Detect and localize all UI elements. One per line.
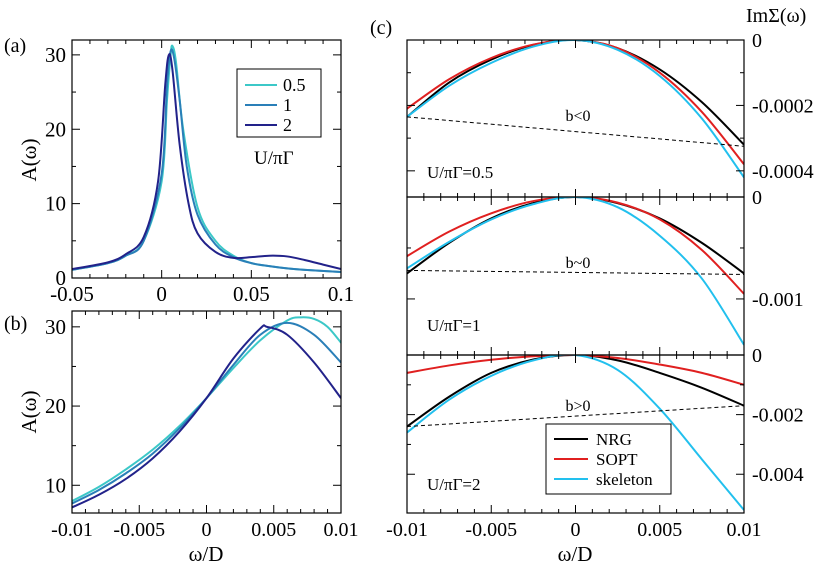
y-tick-label-right: 0 xyxy=(752,30,762,52)
x-tick-label: 0.005 xyxy=(637,519,682,541)
series-group-b xyxy=(72,316,341,509)
legend-label: 0.5 xyxy=(283,75,306,95)
y-tick-label-right: -0.002 xyxy=(752,405,804,427)
annotation-b-c2: b~0 xyxy=(566,255,591,272)
series-line-b-1 xyxy=(72,321,341,505)
x-tick-label: -0.01 xyxy=(386,519,428,541)
series-line-a-2 xyxy=(72,53,341,271)
panel-c-xlabel: ω/D xyxy=(558,542,593,566)
legend-label: skeleton xyxy=(596,470,653,489)
series-line-c3-nrg xyxy=(407,355,744,428)
legend-title: U/πΓ xyxy=(254,148,294,169)
series-group-a xyxy=(72,44,341,274)
y-tick-label: 30 xyxy=(45,43,66,67)
series-line-c3-sopt xyxy=(407,355,744,386)
y-tick-label: 10 xyxy=(45,192,66,216)
panel-b-label: (b) xyxy=(4,313,27,335)
x-tick-label: 0.01 xyxy=(324,519,359,541)
x-tick-label: 0.1 xyxy=(328,282,354,306)
x-tick-label: 0 xyxy=(156,282,167,306)
x-tick-label: -0.005 xyxy=(113,519,165,541)
annotation-u-c1: U/πΓ=0.5 xyxy=(427,163,493,182)
panel-a-frame xyxy=(71,39,342,279)
annotation-u-c2: U/πΓ=1 xyxy=(427,316,481,335)
panel-a-ylabel: A(ω) xyxy=(17,139,41,182)
y-tick-label-right: 0 xyxy=(752,345,762,367)
legend-label: SOPT xyxy=(596,450,638,469)
y-tick-label-right: -0.004 xyxy=(752,464,804,486)
x-tick-label: 0.05 xyxy=(233,282,270,306)
series-line-c3-dashed-linear xyxy=(407,405,744,428)
legend-label: NRG xyxy=(596,430,632,449)
series-line-c1-nrg xyxy=(407,40,744,146)
y-tick-label: 20 xyxy=(45,394,66,418)
x-tick-label: 0 xyxy=(571,519,581,541)
panel-a-label: (a) xyxy=(4,35,26,57)
series-line-a-1 xyxy=(72,48,341,274)
legend-label: 2 xyxy=(283,115,292,135)
annotation-b-c3: b>0 xyxy=(565,398,590,415)
y-tick-label-right: -0.0004 xyxy=(752,161,814,183)
panel-b-ylabel: A(ω) xyxy=(17,391,41,434)
series-line-c2-sopt xyxy=(407,197,744,295)
series-line-c1-sopt xyxy=(407,40,744,165)
panel-b-xlabel: ω/D xyxy=(189,542,224,566)
x-tick-label: 0 xyxy=(202,519,212,541)
x-tick-label: -0.005 xyxy=(465,519,517,541)
annotation-b-c1: b<0 xyxy=(565,108,590,125)
x-tick-label: 0.01 xyxy=(727,519,762,541)
legend-box xyxy=(236,68,322,138)
legend-label: 1 xyxy=(283,95,292,115)
y-tick-label: 30 xyxy=(45,315,66,339)
x-tick-label: -0.01 xyxy=(51,519,93,541)
panel-c-label: (c) xyxy=(370,17,392,39)
series-line-c1-dashed-linear xyxy=(407,116,744,147)
x-tick-label: -0.05 xyxy=(50,282,94,306)
y-tick-label-right: -0.0002 xyxy=(752,95,814,117)
series-line-b-2 xyxy=(72,324,341,509)
y-tick-label: 10 xyxy=(45,473,66,497)
y-tick-label: 20 xyxy=(45,117,66,141)
y-tick-label-right: 0 xyxy=(752,187,762,209)
series-line-c2-dashed-linear xyxy=(407,269,744,275)
series-line-b-0-5 xyxy=(72,316,341,503)
panel-c-right-axis-title: ImΣ(ω) xyxy=(746,5,806,27)
x-tick-label: 0.005 xyxy=(251,519,296,541)
annotation-u-c3: U/πΓ=2 xyxy=(427,475,481,494)
y-tick-label-right: -0.001 xyxy=(752,289,804,311)
y-tick-label: 0 xyxy=(56,266,67,290)
